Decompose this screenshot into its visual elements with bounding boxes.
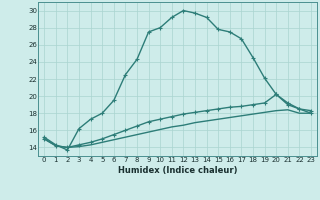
X-axis label: Humidex (Indice chaleur): Humidex (Indice chaleur) (118, 166, 237, 175)
